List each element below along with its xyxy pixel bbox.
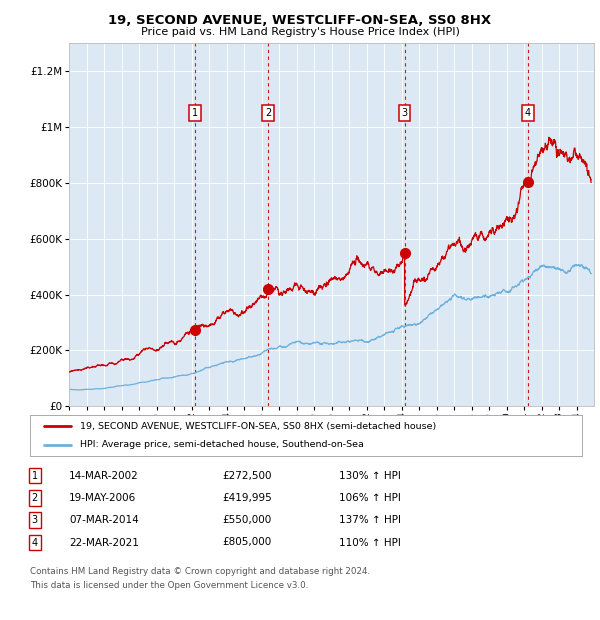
Text: 137% ↑ HPI: 137% ↑ HPI (339, 515, 401, 525)
Text: £272,500: £272,500 (222, 471, 271, 480)
Text: £419,995: £419,995 (222, 493, 272, 503)
Text: 130% ↑ HPI: 130% ↑ HPI (339, 471, 401, 480)
Text: 2: 2 (265, 108, 271, 118)
Text: 3: 3 (32, 515, 38, 525)
Text: 4: 4 (525, 108, 531, 118)
Text: 19, SECOND AVENUE, WESTCLIFF-ON-SEA, SS0 8HX (semi-detached house): 19, SECOND AVENUE, WESTCLIFF-ON-SEA, SS0… (80, 422, 436, 431)
Text: 19-MAY-2006: 19-MAY-2006 (69, 493, 136, 503)
Text: Price paid vs. HM Land Registry's House Price Index (HPI): Price paid vs. HM Land Registry's House … (140, 27, 460, 37)
Text: 1: 1 (192, 108, 198, 118)
Text: 07-MAR-2014: 07-MAR-2014 (69, 515, 139, 525)
Text: This data is licensed under the Open Government Licence v3.0.: This data is licensed under the Open Gov… (30, 581, 308, 590)
Text: 14-MAR-2002: 14-MAR-2002 (69, 471, 139, 480)
Text: Contains HM Land Registry data © Crown copyright and database right 2024.: Contains HM Land Registry data © Crown c… (30, 567, 370, 577)
Text: HPI: Average price, semi-detached house, Southend-on-Sea: HPI: Average price, semi-detached house,… (80, 440, 364, 450)
Text: £550,000: £550,000 (222, 515, 271, 525)
Text: 4: 4 (32, 538, 38, 547)
Text: 22-MAR-2021: 22-MAR-2021 (69, 538, 139, 547)
Text: 2: 2 (32, 493, 38, 503)
Text: £805,000: £805,000 (222, 538, 271, 547)
Text: 1: 1 (32, 471, 38, 480)
Text: 19, SECOND AVENUE, WESTCLIFF-ON-SEA, SS0 8HX: 19, SECOND AVENUE, WESTCLIFF-ON-SEA, SS0… (109, 14, 491, 27)
Text: 3: 3 (401, 108, 408, 118)
Text: 110% ↑ HPI: 110% ↑ HPI (339, 538, 401, 547)
Text: 106% ↑ HPI: 106% ↑ HPI (339, 493, 401, 503)
